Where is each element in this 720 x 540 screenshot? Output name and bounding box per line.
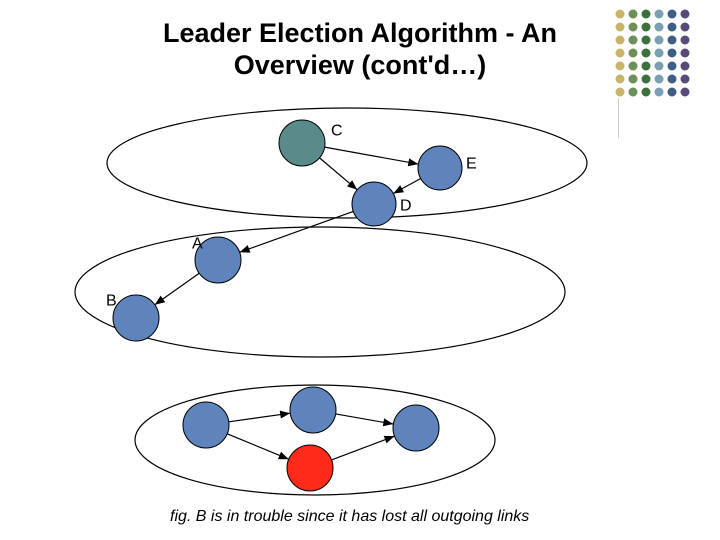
node-g1 (183, 402, 229, 448)
node-g4 (393, 405, 439, 451)
decor-dot (616, 23, 625, 32)
node-g2 (290, 387, 336, 433)
decor-dot (629, 62, 638, 71)
node-C (279, 120, 325, 166)
decor-dot (668, 62, 677, 71)
decor-dot (642, 49, 651, 58)
decor-dot (681, 36, 690, 45)
decor-dot (655, 10, 664, 19)
decor-dot (655, 88, 664, 97)
decor-dot (681, 23, 690, 32)
decor-dot (681, 62, 690, 71)
node-label-A: A (192, 236, 203, 253)
decor-dot (668, 23, 677, 32)
decor-dot (681, 75, 690, 84)
decor-dot (681, 10, 690, 19)
decor-dot (629, 36, 638, 45)
node-label-C: C (331, 123, 343, 140)
decor-dot (642, 10, 651, 19)
figure-caption: fig. B is in trouble since it has lost a… (170, 508, 529, 526)
decor-dot (668, 36, 677, 45)
decor-dot (629, 75, 638, 84)
decor-dot (681, 49, 690, 58)
node-g3 (287, 445, 333, 491)
decor-dot (655, 36, 664, 45)
decor-dot (616, 36, 625, 45)
diagram-canvas: C E D A B (0, 0, 720, 540)
decor-dot (629, 49, 638, 58)
decor-dot (629, 10, 638, 19)
decor-dot (642, 36, 651, 45)
decor-dot (655, 62, 664, 71)
decor-dot (642, 23, 651, 32)
decor-dot (642, 88, 651, 97)
decor-dot (655, 75, 664, 84)
node-E (418, 146, 462, 190)
decor-dot (655, 23, 664, 32)
decor-dot (668, 10, 677, 19)
group-ellipse-0 (107, 108, 587, 218)
decor-dot (616, 75, 625, 84)
decor-dot (616, 88, 625, 97)
decor-dot (642, 75, 651, 84)
node-label-E: E (466, 156, 477, 173)
decor-dot (668, 88, 677, 97)
node-label-D: D (400, 198, 412, 215)
decor-dot (616, 49, 625, 58)
node-D (352, 182, 396, 226)
decor-dot (629, 88, 638, 97)
decor-dot (642, 62, 651, 71)
decor-dot (681, 88, 690, 97)
decor-dot (616, 10, 625, 19)
decor-dot (616, 62, 625, 71)
node-label-B: B (106, 293, 117, 310)
decor-dot (629, 23, 638, 32)
decor-dot (668, 75, 677, 84)
decor-dot (655, 49, 664, 58)
decor-dot (668, 49, 677, 58)
node-B (113, 295, 159, 341)
